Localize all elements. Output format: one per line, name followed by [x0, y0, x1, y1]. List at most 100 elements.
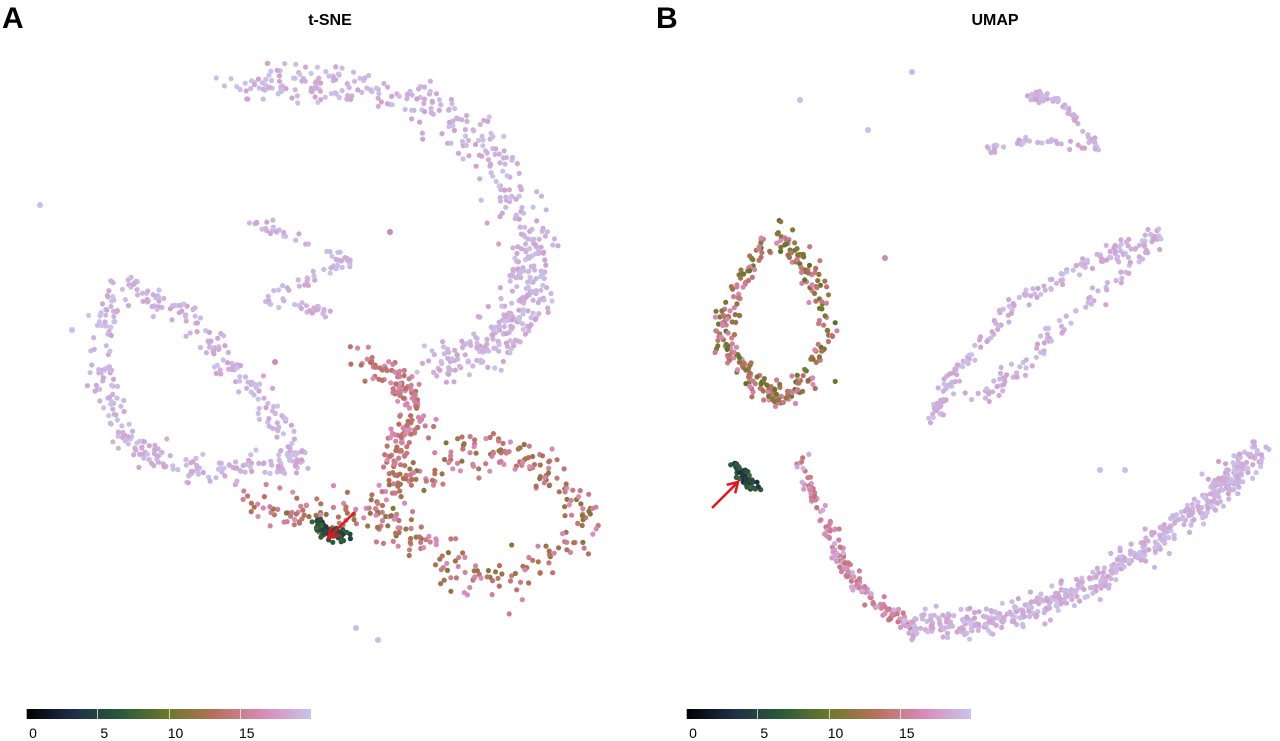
data-point: [220, 357, 226, 363]
data-point: [287, 448, 293, 454]
data-point: [967, 636, 973, 642]
data-point: [1040, 98, 1046, 104]
data-point: [806, 451, 812, 457]
data-point: [456, 554, 462, 561]
data-point: [1107, 248, 1113, 255]
data-point: [331, 75, 337, 81]
data-point: [430, 482, 437, 488]
data-point: [1041, 610, 1047, 616]
data-point: [1091, 139, 1097, 145]
data-point: [156, 294, 162, 300]
data-point: [422, 96, 428, 102]
data-point: [810, 356, 816, 362]
data-point: [959, 617, 966, 623]
data-point: [562, 504, 568, 510]
data-point: [527, 246, 533, 252]
data-point: [1252, 443, 1258, 449]
data-point: [213, 475, 219, 481]
data-point: [520, 326, 526, 332]
point-cluster-lower-mass: [240, 431, 601, 617]
data-point: [327, 308, 333, 314]
data-point: [724, 316, 730, 322]
data-point: [1142, 232, 1148, 238]
data-point: [532, 267, 538, 273]
data-point: [733, 461, 739, 467]
data-point: [279, 413, 285, 419]
data-point: [169, 317, 175, 323]
data-point: [328, 265, 334, 271]
data-point: [403, 386, 409, 392]
data-point: [778, 244, 784, 250]
data-point: [837, 564, 843, 570]
data-point: [91, 335, 97, 341]
data-point: [328, 91, 334, 97]
data-point: [1093, 574, 1099, 580]
data-point: [1098, 582, 1104, 588]
data-point: [1029, 363, 1035, 369]
data-point: [421, 487, 427, 493]
data-point: [734, 367, 741, 373]
data-point: [400, 395, 407, 401]
data-point: [1068, 589, 1074, 595]
data-point: [438, 567, 444, 573]
data-point: [192, 305, 198, 311]
data-point: [862, 584, 868, 590]
data-point: [1258, 452, 1264, 458]
data-point: [795, 380, 801, 386]
data-point: [436, 97, 442, 103]
data-point: [567, 549, 574, 556]
data-point: [947, 371, 953, 377]
colorbar-tick-label: 10: [827, 725, 844, 741]
data-point: [391, 516, 397, 522]
data-point: [1189, 506, 1196, 512]
data-point: [509, 300, 515, 306]
data-point: [402, 463, 408, 469]
data-point: [820, 507, 826, 513]
data-point: [1220, 477, 1226, 483]
data-point: [503, 204, 509, 210]
data-point: [815, 278, 821, 284]
data-point: [1053, 280, 1060, 286]
data-point: [294, 459, 300, 466]
data-point: [126, 421, 132, 427]
data-point: [1026, 603, 1032, 610]
data-point: [794, 464, 800, 470]
data-point: [506, 195, 512, 202]
data-point: [1063, 587, 1069, 594]
data-point: [203, 328, 209, 334]
data-point: [752, 381, 758, 387]
data-point: [739, 363, 746, 369]
data-point: [293, 61, 299, 67]
data-point: [428, 105, 434, 111]
data-point: [954, 372, 960, 378]
data-point: [1097, 467, 1103, 473]
data-point: [457, 468, 463, 474]
data-point: [1015, 596, 1021, 602]
data-point: [732, 312, 738, 318]
data-point: [1082, 264, 1088, 270]
data-point: [989, 329, 995, 335]
data-point: [1138, 557, 1144, 563]
data-point: [1149, 529, 1155, 536]
data-point: [267, 470, 273, 476]
data-point: [288, 453, 294, 459]
colorbar-tick-label: 0: [689, 725, 697, 741]
data-point: [446, 459, 452, 466]
data-point: [548, 290, 554, 297]
data-point: [593, 526, 599, 532]
data-point: [490, 332, 496, 338]
data-point: [528, 315, 534, 321]
data-point: [402, 500, 408, 506]
data-point: [772, 387, 778, 393]
data-point: [972, 342, 978, 348]
data-point: [507, 273, 513, 279]
data-point: [777, 381, 783, 387]
data-point: [1087, 575, 1093, 581]
data-point: [240, 496, 246, 502]
data-point: [292, 75, 298, 81]
data-point: [323, 511, 329, 517]
data-point: [1034, 345, 1040, 351]
data-point: [731, 294, 737, 300]
data-point: [255, 501, 261, 507]
data-point: [255, 513, 261, 520]
